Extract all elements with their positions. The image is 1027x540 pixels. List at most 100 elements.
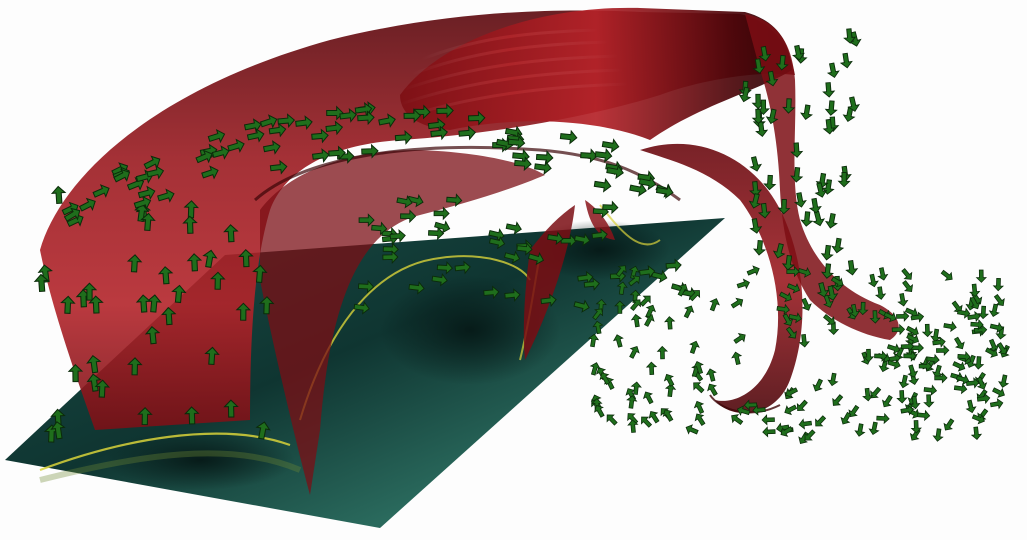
vector-arrow-icon [874, 350, 888, 362]
vector-arrow-icon [507, 135, 526, 151]
vector-arrow-icon [921, 323, 934, 338]
vector-arrow-icon [758, 45, 772, 62]
vector-arrow-icon [900, 340, 915, 353]
vector-arrow-icon [81, 282, 98, 301]
vector-arrow-icon [33, 273, 50, 293]
vector-arrow-icon [832, 394, 844, 406]
vector-arrow-icon [527, 252, 545, 266]
vector-arrow-icon [765, 70, 779, 87]
vector-arrow-icon [665, 258, 682, 273]
vector-arrow-icon [785, 326, 797, 339]
vector-arrow-icon [743, 399, 758, 411]
vector-arrow-icon [202, 249, 218, 269]
vector-arrow-icon [902, 280, 914, 293]
vector-arrow-icon [988, 303, 1000, 318]
vector-arrow-icon [592, 308, 604, 321]
vector-arrow-icon [325, 120, 344, 136]
vector-arrow-icon [689, 340, 700, 354]
vector-arrow-icon [389, 229, 406, 243]
vector-arrow-icon [94, 379, 111, 398]
vector-arrow-icon [746, 265, 760, 276]
vector-arrow-icon [798, 334, 810, 348]
vector-arrow-icon [918, 360, 933, 372]
vector-arrow-icon [127, 357, 143, 376]
vector-arrow-icon [762, 426, 776, 438]
vector-arrow-icon [614, 300, 626, 314]
vector-arrow-icon [790, 167, 804, 183]
vector-arrow-icon [140, 212, 156, 232]
vector-arrow-icon [932, 428, 944, 442]
vector-arrow-icon [808, 197, 822, 214]
vector-arrow-icon [428, 226, 445, 241]
vector-arrow-icon [998, 374, 1010, 388]
vector-arrow-icon [822, 118, 836, 135]
vector-arrow-icon [488, 235, 506, 250]
vector-arrow-icon [146, 294, 162, 313]
vector-arrow-icon [458, 125, 477, 141]
vector-arrow-icon [113, 168, 131, 183]
vector-arrow-icon [776, 303, 790, 315]
vector-arrow-icon [753, 240, 767, 256]
vector-arrow-icon [689, 290, 701, 302]
vector-arrow-icon [223, 399, 239, 418]
vector-arrow-icon [936, 344, 950, 357]
vector-arrow-icon [645, 304, 656, 318]
vector-arrow-icon [903, 350, 917, 362]
vector-arrow-icon [897, 293, 909, 307]
vector-arrow-icon [201, 165, 219, 180]
vector-arrow-icon [135, 294, 152, 313]
vector-arrow-icon [382, 242, 399, 257]
vector-arrow-icon [826, 62, 840, 79]
vector-arrow-icon [782, 313, 794, 327]
vector-arrow-icon [823, 313, 835, 325]
vector-arrow-icon [966, 377, 980, 389]
vector-arrow-icon [186, 253, 203, 272]
vector-arrow-icon [86, 354, 102, 374]
vector-arrow-icon [467, 110, 486, 126]
vector-arrow-icon [37, 264, 53, 283]
vector-arrow-icon [876, 412, 890, 425]
vector-arrow-icon [976, 392, 991, 405]
vector-arrow-icon [843, 28, 857, 44]
vector-arrow-icon [535, 150, 554, 165]
vector-arrow-icon [953, 382, 968, 395]
vector-arrow-icon [887, 358, 901, 370]
vector-arrow-icon [993, 293, 1005, 306]
vector-arrow-icon [992, 387, 1005, 398]
vector-arrow-icon [641, 416, 653, 428]
vector-arrow-icon [886, 343, 901, 355]
vector-arrow-icon [685, 424, 699, 435]
vector-arrow-icon [630, 381, 642, 395]
vector-arrow-icon [583, 277, 600, 291]
vector-arrow-icon [765, 108, 779, 125]
vector-arrow-icon [992, 277, 1005, 292]
vector-arrow-icon [157, 266, 174, 285]
vector-arrow-icon [967, 310, 981, 323]
vector-arrow-icon [382, 250, 399, 265]
vector-arrow-icon [259, 296, 275, 315]
vector-arrow-icon [595, 298, 607, 313]
vector-arrow-icon [238, 248, 254, 268]
vector-arrow-icon [793, 192, 807, 208]
vector-arrow-icon [775, 54, 789, 71]
vector-arrow-icon [67, 363, 84, 383]
vector-arrow-icon [772, 243, 786, 259]
vector-arrow-icon [436, 260, 453, 275]
vector-arrow-icon [796, 399, 808, 411]
vector-arrow-icon [705, 368, 717, 382]
vector-arrow-icon [547, 231, 564, 246]
vector-arrow-icon [812, 210, 825, 227]
vector-arrow-icon [630, 313, 642, 328]
vector-arrow-icon [820, 263, 835, 279]
vector-arrow-icon [736, 278, 750, 290]
vector-arrow-icon [645, 361, 658, 375]
vector-arrow-icon [593, 177, 612, 193]
vector-arrow-icon [639, 264, 656, 279]
vector-arrow-icon [599, 372, 611, 386]
vector-arrow-icon [823, 294, 834, 308]
vector-arrow-icon [683, 305, 695, 319]
vector-arrow-icon [204, 346, 220, 366]
velocity-arrows [33, 28, 1010, 445]
vector-arrow-icon [171, 284, 187, 304]
